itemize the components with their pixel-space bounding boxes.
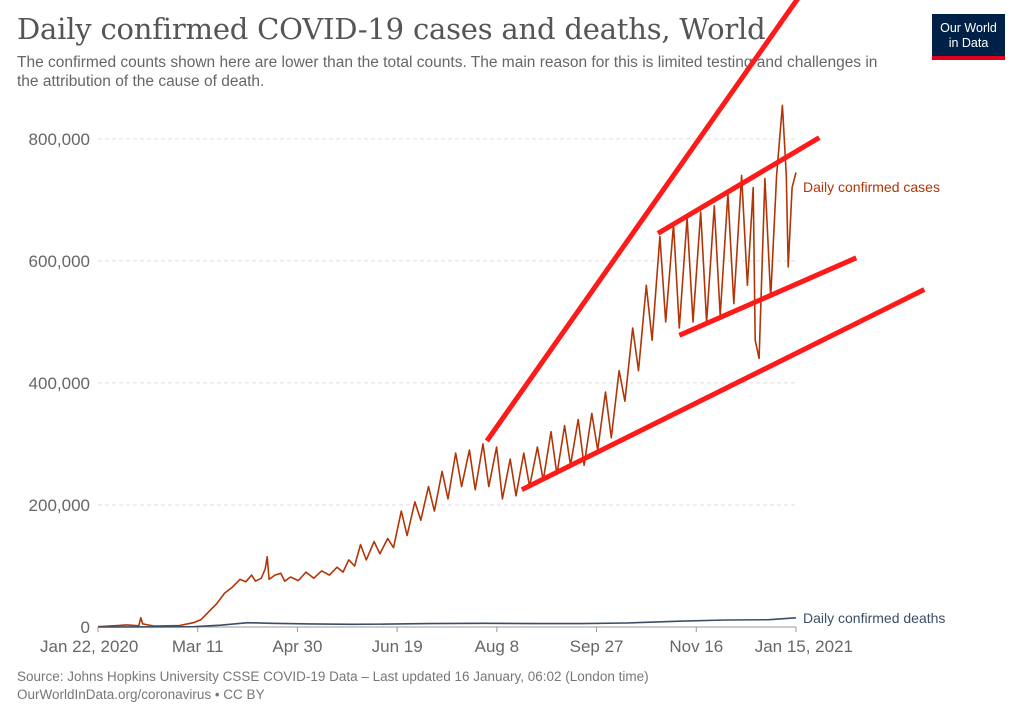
y-tick-label: 600,000	[29, 252, 90, 271]
deaths-label: Daily confirmed deaths	[803, 610, 945, 626]
gridlines	[98, 138, 796, 506]
source-note: Source: Johns Hopkins University CSSE CO…	[17, 668, 649, 704]
credit-link[interactable]: OurWorldInData.org/coronavirus • CC BY	[17, 687, 265, 702]
x-tick-label: Sep 27	[570, 637, 624, 656]
y-tick-label: 400,000	[29, 374, 90, 393]
x-tick-label: Aug 8	[475, 637, 519, 656]
trend-annotation-line	[678, 255, 858, 338]
y-tick-label: 0	[81, 618, 90, 637]
logo-line-2: in Data	[948, 36, 989, 50]
y-tick-label: 200,000	[29, 496, 90, 515]
x-tick-label: Apr 30	[272, 637, 322, 656]
y-axis-ticks: 0 200,000 400,000 600,000 800,000	[29, 130, 90, 637]
trend-annotation-line	[656, 135, 821, 236]
deaths-line	[97, 617, 797, 628]
cases-line	[97, 104, 797, 628]
x-tick-label: Mar 11	[172, 637, 224, 656]
x-tick-label: Nov 16	[669, 637, 723, 656]
x-axis: Jan 22, 2020 Mar 11 Apr 30 Jun 19 Aug 8 Sep 2…	[40, 626, 853, 656]
trend-annotation-line	[520, 287, 926, 492]
annotation-lines	[484, 0, 926, 492]
y-tick-label: 800,000	[29, 130, 90, 149]
trend-annotation-line	[484, 0, 800, 443]
cases-label: Daily confirmed cases	[803, 179, 940, 195]
source-text: Source: Johns Hopkins University CSSE CO…	[17, 669, 649, 684]
x-tick-label: Jan 15, 2021	[755, 637, 853, 656]
chart-subtitle: The confirmed counts shown here are lowe…	[17, 54, 878, 90]
logo-line-1: Our World	[940, 21, 997, 35]
series-lines	[97, 104, 797, 628]
x-tick-label: Jun 19	[372, 637, 423, 656]
series-labels: Daily confirmed cases Daily confirmed dea…	[803, 179, 945, 626]
chart-title: Daily confirmed COVID-19 cases and death…	[17, 12, 766, 46]
owid-logo[interactable]: Our World in Data	[932, 14, 1005, 60]
x-tick-label: Jan 22, 2020	[40, 637, 138, 656]
